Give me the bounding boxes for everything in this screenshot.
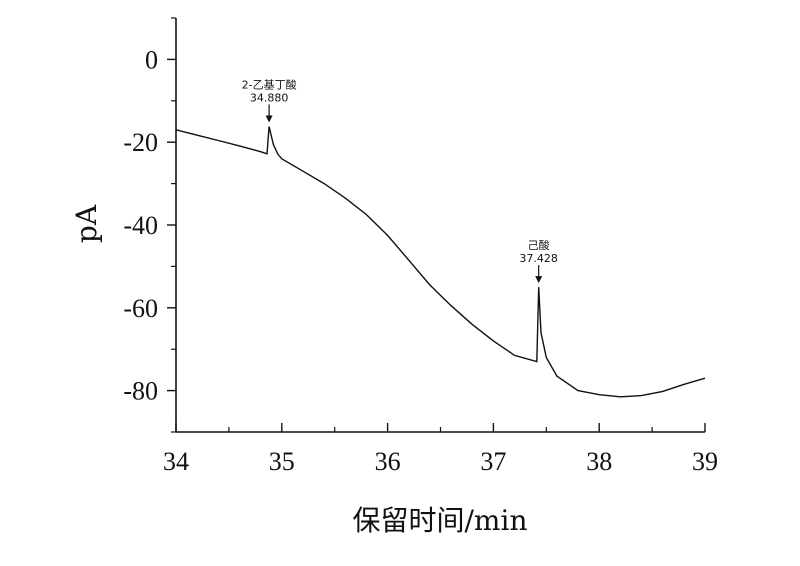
- y-tick-label: -20: [123, 128, 158, 157]
- peak-retention-time: 34.880: [250, 91, 289, 104]
- y-tick-label: -60: [123, 294, 158, 323]
- peak-name: 2-乙基丁酸: [242, 77, 297, 91]
- y-tick-label: -40: [123, 211, 158, 240]
- x-tick-label: 39: [692, 447, 718, 476]
- x-tick-label: 36: [375, 447, 401, 476]
- chromatogram-trace: [175, 126, 706, 398]
- y-tick-label: 0: [145, 45, 158, 74]
- x-tick-label: 37: [480, 447, 506, 476]
- peak-name: 己酸: [528, 238, 550, 252]
- x-tick-label: 34: [163, 447, 189, 476]
- y-axis-title: pA: [70, 204, 103, 243]
- x-tick-label: 38: [586, 447, 612, 476]
- x-tick-label: 35: [269, 447, 295, 476]
- peak-retention-time: 37.428: [519, 252, 558, 265]
- tick-marks: [167, 17, 706, 433]
- x-axis-title: 保留时间/min: [353, 504, 528, 537]
- y-tick-label: -80: [123, 377, 158, 406]
- annotation-arrow-head: [265, 115, 273, 123]
- tick-labels: 34 35 36 37 38 39 0 -20 -40 -60 -80: [123, 45, 718, 476]
- annotation-arrow-head: [535, 276, 543, 284]
